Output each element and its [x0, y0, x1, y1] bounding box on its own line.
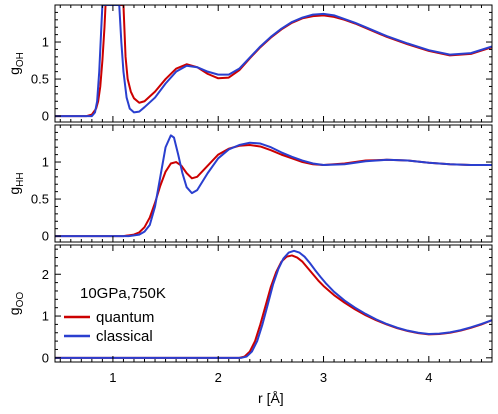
series-group-hh [55, 134, 492, 238]
y-axis-label-sub: HH [15, 172, 26, 186]
y-axis-label-main: g [6, 187, 22, 195]
series-quantum-hh [55, 143, 492, 238]
x-axis-label: r [Å] [258, 390, 284, 406]
y-tick-label-oo: 2 [42, 267, 49, 282]
x-axis: 1 2 3 4 r [Å] [109, 370, 432, 406]
panel-frame-hh [54, 124, 493, 243]
panel-oh: 0 0.5 1 gOH [6, 4, 493, 124]
legend: 10GPa,750K quantum classical [64, 285, 166, 345]
series-classical-oh [55, 5, 492, 118]
y-tick-label-hh: 1 [42, 155, 49, 170]
y-axis-label-oh: gOH [6, 52, 26, 75]
y-tick-label-oh: 0.5 [31, 72, 49, 87]
x-tick-label: 4 [425, 370, 432, 385]
x-tick-label: 1 [109, 370, 116, 385]
y-tick-label-oh: 1 [42, 35, 49, 50]
y-axis-label-main: g [6, 307, 22, 315]
y-axis-label-sub: OO [15, 292, 26, 308]
x-tick-label: 3 [320, 370, 327, 385]
y-tick-label-hh: 0.5 [31, 192, 49, 207]
y-tick-label-hh: 0 [42, 229, 49, 244]
y-axis-label-main: g [6, 67, 22, 75]
panel-oo: 0 1 2 gOO [6, 244, 493, 365]
series-classical-hh [55, 134, 492, 238]
y-tick-label-oh: 0 [42, 109, 49, 124]
panel-frame-oo [54, 244, 493, 363]
x-tick-label: 2 [215, 370, 222, 385]
y-tick-label-oo: 1 [42, 309, 49, 324]
y-axis-label-hh: gHH [6, 172, 26, 194]
panel-hh: 0 0.5 1 gHH [6, 124, 493, 244]
y-axis-label-oo: gOO [6, 292, 26, 316]
series-group-oo [55, 249, 492, 359]
legend-label-classical: classical [96, 328, 153, 345]
y-tick-label-oo: 0 [42, 350, 49, 365]
series-group-oh [55, 5, 492, 118]
y-axis-label-sub: OH [15, 52, 26, 67]
legend-label-quantum: quantum [96, 309, 154, 326]
series-classical-oo [55, 249, 492, 359]
legend-title: 10GPa,750K [80, 285, 166, 302]
panel-frame-oh [54, 4, 493, 123]
